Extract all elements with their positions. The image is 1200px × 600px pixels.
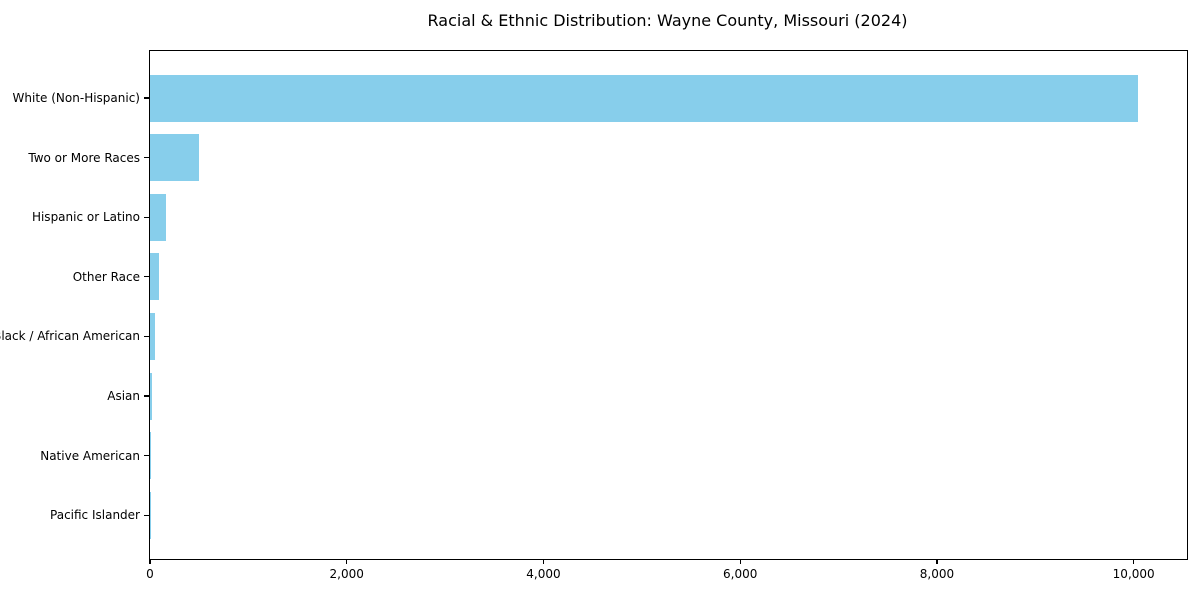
category-label: Native American — [40, 448, 140, 463]
bar-black-african-american — [150, 312, 155, 360]
category-label: Asian — [107, 389, 140, 403]
category-label: Other Race — [72, 269, 140, 284]
x-tick-label: 8,000 — [919, 567, 955, 581]
plot-area: White (Non-Hispanic) Two or More Races His… — [0, 50, 1188, 581]
x-tick-label: 6,000 — [723, 567, 758, 581]
y-axis-tick — [144, 97, 149, 99]
y-axis-tick — [144, 395, 149, 397]
bar-white-non-hispanic — [150, 74, 1138, 122]
y-axis-tick — [144, 335, 149, 337]
y-axis-tick — [144, 157, 149, 159]
y-axis-tick — [144, 514, 149, 516]
chart-title: Racial & Ethnic Distribution: Wayne Coun… — [427, 11, 908, 30]
category-label: Hispanic or Latino — [31, 210, 140, 225]
x-tick-label: 2,000 — [329, 567, 364, 581]
y-axis-tick — [144, 455, 149, 457]
category-label: Two or More Races — [28, 150, 140, 165]
x-tick-label: 10,000 — [1112, 567, 1155, 581]
x-tick-label: 0 — [146, 567, 154, 581]
category-label: Pacific Islander — [50, 508, 140, 523]
x-axis-tick — [149, 559, 151, 564]
x-tick-label: 4,000 — [526, 567, 561, 581]
category-label: White (Non-Hispanic) — [12, 91, 140, 105]
x-axis-tick — [1133, 559, 1135, 564]
y-axis-tick — [144, 276, 149, 278]
bar-other-race — [150, 253, 159, 301]
category-label: Black / African American — [0, 329, 140, 344]
y-axis-tick — [144, 216, 149, 218]
x-axis-tick — [346, 559, 348, 564]
bar-asian — [150, 372, 152, 420]
bar-two-or-more-races — [150, 134, 200, 182]
x-axis-tick — [739, 559, 741, 564]
x-axis-tick — [542, 559, 545, 564]
bar-hispanic-or-latino — [150, 193, 166, 241]
x-axis-tick — [936, 559, 938, 564]
